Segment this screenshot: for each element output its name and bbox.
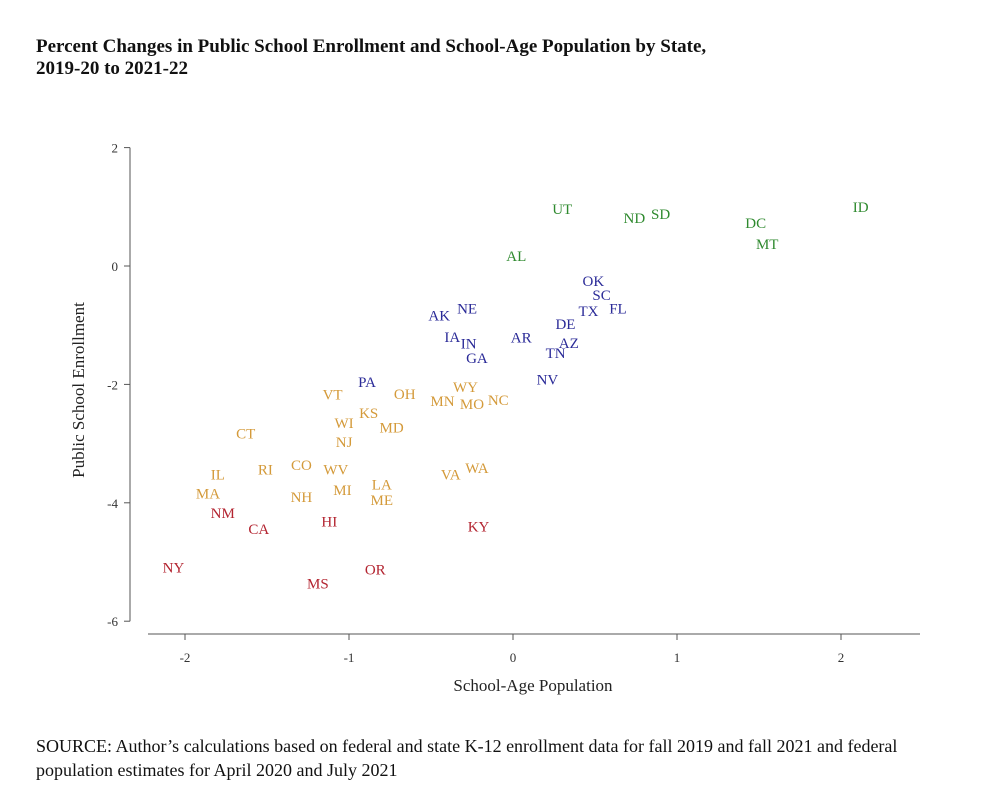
point-label-ga: GA <box>466 351 488 367</box>
x-axis-label: School-Age Population <box>453 676 613 695</box>
point-label-wv: WV <box>323 463 348 479</box>
point-label-ok: OK <box>583 274 605 290</box>
point-label-sd: SD <box>651 207 670 223</box>
point-label-ak: AK <box>428 309 450 325</box>
point-label-sc: SC <box>592 288 610 304</box>
point-label-al: AL <box>506 249 526 265</box>
point-label-fl: FL <box>609 302 627 318</box>
chart-title: Percent Changes in Public School Enrollm… <box>36 36 707 79</box>
point-label-ca: CA <box>248 522 269 538</box>
point-label-nm: NM <box>211 506 235 522</box>
x-tick-label: 2 <box>838 650 845 665</box>
y-tick-label: -4 <box>107 496 118 511</box>
point-label-wy: WY <box>453 380 478 396</box>
point-label-wi: WI <box>335 416 354 432</box>
point-label-tn: TN <box>546 346 566 362</box>
point-label-ct: CT <box>236 427 255 443</box>
point-label-ia: IA <box>444 330 460 346</box>
x-tick-label: -1 <box>344 650 355 665</box>
point-label-ny: NY <box>163 560 185 576</box>
point-label-pa: PA <box>358 375 376 391</box>
point-label-de: DE <box>555 317 575 333</box>
point-label-ar: AR <box>511 331 532 347</box>
x-tick-label: -2 <box>180 650 191 665</box>
point-label-wa: WA <box>465 461 488 477</box>
point-label-mo: MO <box>460 397 484 413</box>
y-axis-label: Public School Enrollment <box>69 302 88 478</box>
point-label-me: ME <box>371 493 394 509</box>
point-label-nh: NH <box>291 490 313 506</box>
point-label-ut: UT <box>552 202 572 218</box>
point-label-ne: NE <box>457 302 477 318</box>
point-label-vt: VT <box>323 387 343 403</box>
point-label-va: VA <box>441 467 461 483</box>
point-label-ms: MS <box>307 576 329 592</box>
point-label-ri: RI <box>258 463 273 479</box>
point-label-md: MD <box>380 421 404 437</box>
scatter-chart: 2 0 -2 -4 -6 -2 -1 0 1 2 School-Age Population Publ… <box>69 141 920 695</box>
x-tick-label: 1 <box>674 650 681 665</box>
source-note: SOURCE: Author’s calculations based on f… <box>36 736 898 780</box>
point-label-ma: MA <box>196 486 220 502</box>
point-label-in: IN <box>461 337 477 353</box>
point-label-nv: NV <box>537 373 559 389</box>
point-label-mt: MT <box>756 237 779 253</box>
point-label-hi: HI <box>321 515 337 531</box>
y-tick-label: 0 <box>112 259 119 274</box>
y-tick-label: 2 <box>112 141 119 156</box>
point-label-mn: MN <box>430 394 454 410</box>
point-label-co: CO <box>291 458 312 474</box>
point-label-nd: ND <box>624 211 646 227</box>
point-label-la: LA <box>372 477 392 493</box>
point-label-ky: KY <box>468 519 490 535</box>
point-label-tx: TX <box>578 304 598 320</box>
point-label-dc: DC <box>745 216 766 232</box>
point-label-oh: OH <box>394 387 416 403</box>
point-label-nc: NC <box>488 393 509 409</box>
point-label-nj: NJ <box>336 435 353 451</box>
point-label-id: ID <box>853 200 869 216</box>
point-label-or: OR <box>365 563 386 579</box>
y-tick-label: -2 <box>107 377 118 392</box>
point-label-az: AZ <box>559 336 579 352</box>
point-label-il: IL <box>211 467 225 483</box>
y-tick-label: -6 <box>107 614 118 629</box>
point-label-ks: KS <box>359 406 378 422</box>
point-label-mi: MI <box>333 483 351 499</box>
x-tick-label: 0 <box>510 650 517 665</box>
